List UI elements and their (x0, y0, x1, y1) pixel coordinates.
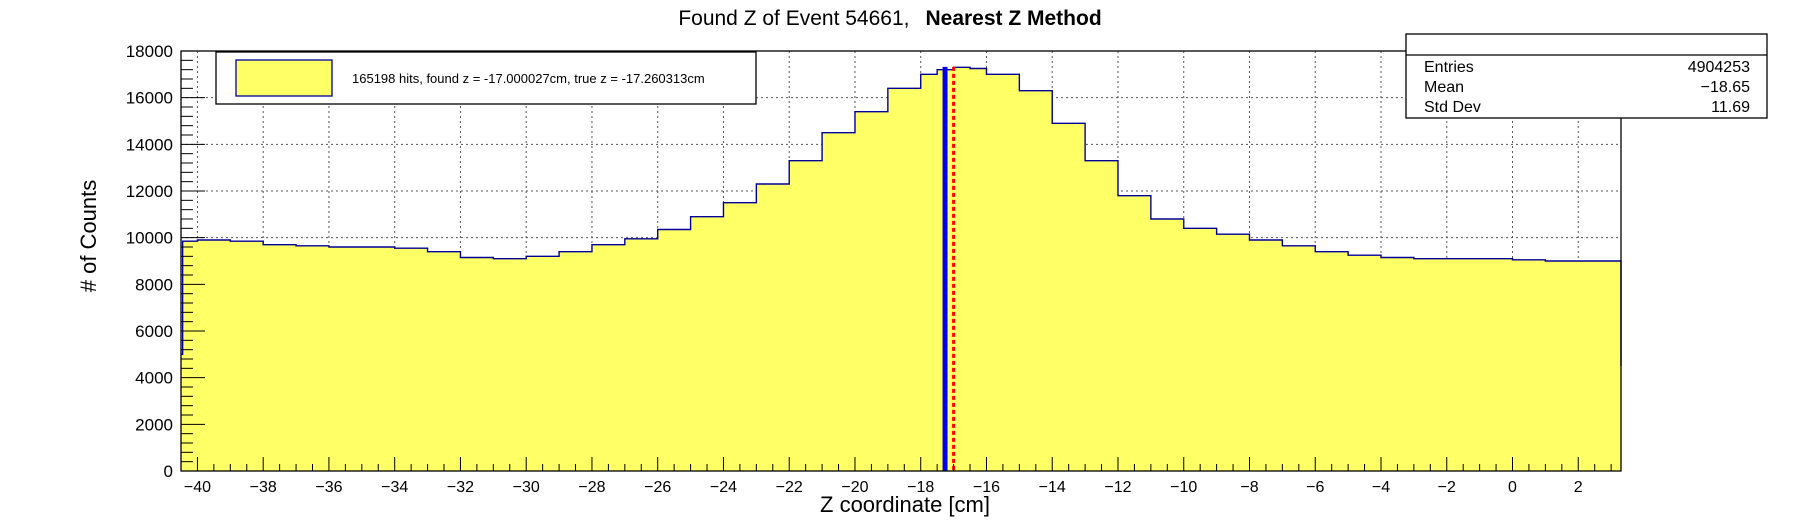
x-tick-label: −34 (381, 479, 408, 496)
legend-entry: 165198 hits, found z = -17.000027cm, tru… (352, 71, 705, 86)
y-tick-label: 12000 (126, 182, 173, 201)
x-tick-label: −4 (1372, 479, 1390, 496)
stats-std-label: Std Dev (1424, 99, 1481, 116)
chart-title-main: Found Z of Event 54661, (678, 7, 909, 30)
histogram-outline (181, 66, 1622, 366)
legend: 165198 hits, found z = -17.000027cm, tru… (215, 51, 757, 105)
x-tick-label: −40 (184, 479, 211, 496)
histogram-area (181, 67, 1621, 471)
x-axis: −40 −38 −36 −34 −32 −30 −28 −26 −24 −22 −20 −18 −16−… (180, 457, 1612, 496)
stats-box: Entries 4904253 Mean −18.65 Std Dev 11.6… (1405, 33, 1768, 119)
x-tick-label: −28 (578, 479, 605, 496)
stats-mean-value: −18.65 (1701, 79, 1750, 96)
x-axis-label: Z coordinate [cm] (820, 492, 990, 517)
x-tick-label: −8 (1240, 479, 1258, 496)
y-tick-label: 8000 (135, 275, 173, 294)
y-tick-label: 16000 (126, 89, 173, 108)
chart-title: Found Z of Event 54661, Nearest Z Method (678, 7, 1101, 30)
x-tick-label: −6 (1306, 479, 1324, 496)
x-tick-label: −2 (1438, 479, 1456, 496)
chart-title-method: Nearest Z Method (925, 7, 1101, 30)
x-tick-label: −32 (447, 479, 474, 496)
plot-frame (180, 50, 1622, 472)
y-tick-label: 2000 (135, 415, 173, 434)
stats-std-value: 11.69 (1711, 99, 1750, 116)
y-tick-label: 14000 (126, 135, 173, 154)
y-tick-label: 4000 (135, 369, 173, 388)
stats-entries-label: Entries (1424, 59, 1474, 76)
x-tick-label: 2 (1574, 479, 1583, 496)
stats-entries-value: 4904253 (1688, 59, 1750, 76)
stats-mean-label: Mean (1424, 79, 1464, 96)
y-tick-label: 18000 (126, 42, 173, 61)
y-axis: 0 2000 4000 6000 8000 10000 12000 14000 16000 180… (126, 42, 205, 481)
x-tick-label: −30 (513, 479, 540, 496)
x-tick-label: −14 (1039, 479, 1066, 496)
x-tick-label: −10 (1170, 479, 1197, 496)
y-tick-label: 0 (164, 462, 173, 481)
x-tick-label: −24 (710, 479, 737, 496)
x-tick-label: 0 (1508, 479, 1517, 496)
x-tick-label: −12 (1104, 479, 1131, 496)
x-tick-label: −36 (315, 479, 342, 496)
x-tick-label: −20 (841, 479, 868, 496)
x-tick-label: −18 (907, 479, 934, 496)
x-tick-label: −38 (250, 479, 277, 496)
y-tick-label: 10000 (126, 229, 173, 248)
y-axis-label: # of Counts (76, 180, 101, 293)
x-tick-label: −26 (644, 479, 671, 496)
x-tick-label: −22 (776, 479, 803, 496)
y-tick-label: 6000 (135, 322, 173, 341)
x-tick-label: −16 (973, 479, 1000, 496)
legend-swatch (235, 59, 333, 97)
